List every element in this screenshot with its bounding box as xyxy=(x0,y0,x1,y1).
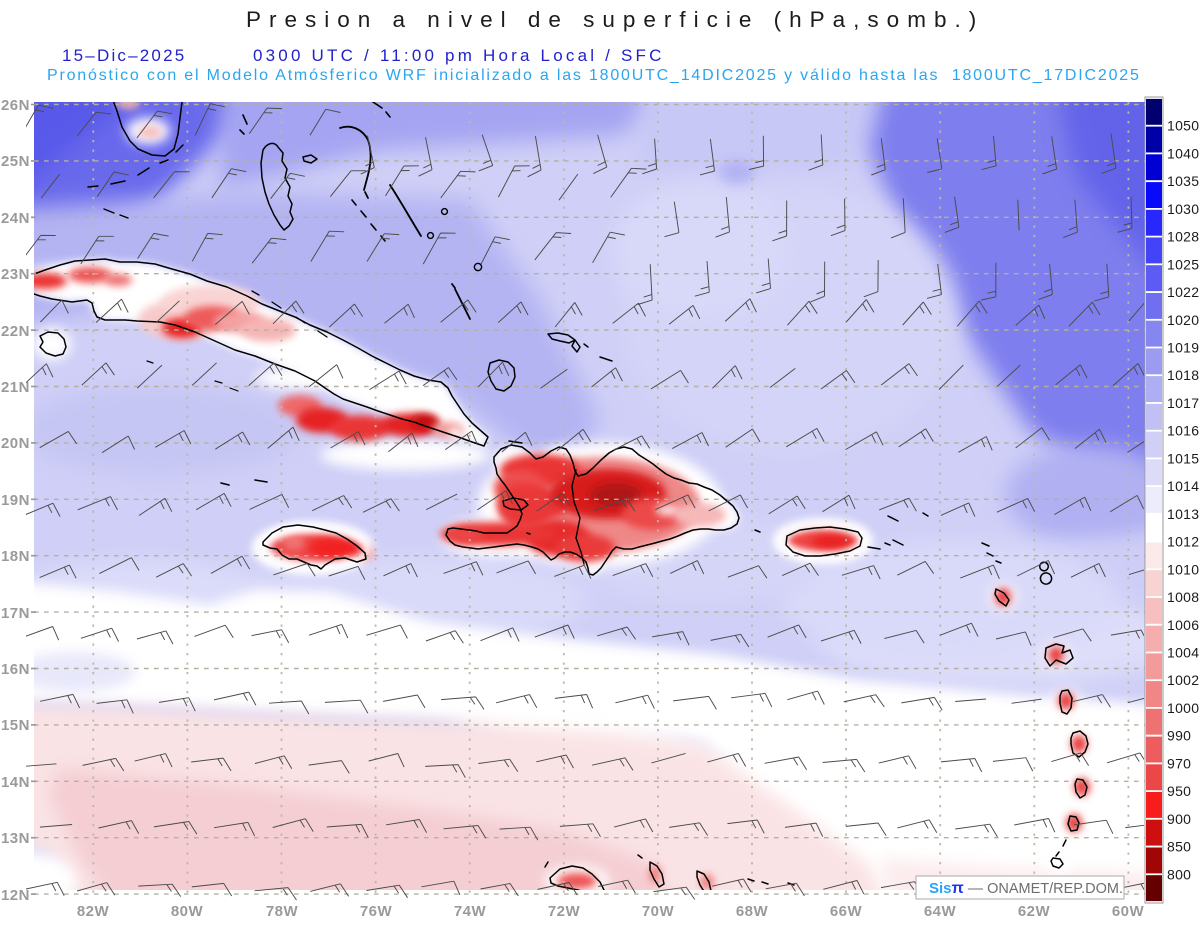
svg-text:76W: 76W xyxy=(360,903,393,920)
svg-text:1016: 1016 xyxy=(1167,423,1199,439)
svg-text:80W: 80W xyxy=(171,903,204,920)
svg-text:1004: 1004 xyxy=(1167,645,1199,661)
svg-text:900: 900 xyxy=(1167,811,1191,827)
svg-text:1022: 1022 xyxy=(1167,284,1199,300)
svg-text:950: 950 xyxy=(1167,783,1191,799)
svg-text:1018: 1018 xyxy=(1167,367,1199,383)
svg-text:990: 990 xyxy=(1167,728,1191,744)
svg-text:1000: 1000 xyxy=(1167,700,1199,716)
svg-text:14N: 14N xyxy=(1,774,30,791)
svg-text:Sisπ — ONAMET/REP.DOM.: Sisπ — ONAMET/REP.DOM. xyxy=(929,880,1123,897)
svg-text:72W: 72W xyxy=(548,903,581,920)
svg-text:1012: 1012 xyxy=(1167,534,1199,550)
svg-text:68W: 68W xyxy=(736,903,769,920)
svg-text:26N: 26N xyxy=(1,97,30,114)
svg-text:74W: 74W xyxy=(454,903,487,920)
svg-text:1013: 1013 xyxy=(1167,506,1199,522)
svg-text:60W: 60W xyxy=(1112,903,1145,920)
svg-text:1002: 1002 xyxy=(1167,672,1199,688)
svg-text:0300 UTC / 11:00 pm Hora Local: 0300 UTC / 11:00 pm Hora Local / SFC xyxy=(253,46,665,65)
svg-text:25N: 25N xyxy=(1,153,30,170)
svg-text:1014: 1014 xyxy=(1167,478,1199,494)
svg-text:15N: 15N xyxy=(1,717,30,734)
svg-text:18N: 18N xyxy=(1,548,30,565)
svg-text:1015: 1015 xyxy=(1167,450,1199,466)
svg-text:17N: 17N xyxy=(1,605,30,622)
svg-text:1035: 1035 xyxy=(1167,173,1199,189)
svg-text:850: 850 xyxy=(1167,839,1191,855)
svg-text:1010: 1010 xyxy=(1167,561,1199,577)
svg-text:1020: 1020 xyxy=(1167,312,1199,328)
svg-text:800: 800 xyxy=(1167,866,1191,882)
svg-text:1008: 1008 xyxy=(1167,589,1199,605)
svg-text:78W: 78W xyxy=(266,903,299,920)
svg-text:16N: 16N xyxy=(1,661,30,678)
svg-text:20N: 20N xyxy=(1,435,30,452)
svg-text:Pronóstico con el Modelo Atmós: Pronóstico con el Modelo Atmósferico WRF… xyxy=(47,67,1141,84)
svg-text:82W: 82W xyxy=(77,903,110,920)
svg-text:970: 970 xyxy=(1167,755,1191,771)
svg-text:70W: 70W xyxy=(642,903,675,920)
svg-text:1030: 1030 xyxy=(1167,201,1199,217)
svg-text:62W: 62W xyxy=(1018,903,1051,920)
svg-text:13N: 13N xyxy=(1,830,30,847)
svg-text:15–Dic–2025: 15–Dic–2025 xyxy=(62,46,186,65)
svg-text:1017: 1017 xyxy=(1167,395,1199,411)
svg-text:1025: 1025 xyxy=(1167,256,1199,272)
svg-text:1050: 1050 xyxy=(1167,118,1199,134)
svg-text:21N: 21N xyxy=(1,379,30,396)
svg-text:Presion a nivel de superficie: Presion a nivel de superficie (hPa,somb.… xyxy=(246,7,984,32)
svg-text:1028: 1028 xyxy=(1167,229,1199,245)
svg-text:24N: 24N xyxy=(1,210,30,227)
svg-text:19N: 19N xyxy=(1,492,30,509)
svg-text:22N: 22N xyxy=(1,323,30,340)
svg-text:64W: 64W xyxy=(924,903,957,920)
svg-text:1040: 1040 xyxy=(1167,145,1199,161)
svg-text:1019: 1019 xyxy=(1167,340,1199,356)
svg-text:12N: 12N xyxy=(1,887,30,904)
svg-text:1006: 1006 xyxy=(1167,617,1199,633)
svg-text:66W: 66W xyxy=(830,903,863,920)
svg-text:23N: 23N xyxy=(1,266,30,283)
